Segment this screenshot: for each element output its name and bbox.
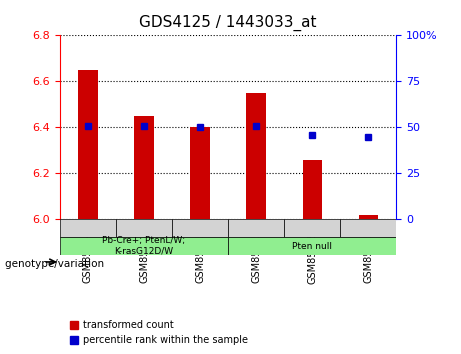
Text: Pb-Cre+; PtenL/W;
K-rasG12D/W: Pb-Cre+; PtenL/W; K-rasG12D/W: [102, 236, 186, 256]
Bar: [228, 219, 284, 237]
Bar: [78, 70, 98, 219]
Bar: [60, 237, 228, 255]
Bar: [359, 215, 378, 219]
Bar: [228, 237, 396, 255]
Bar: [284, 219, 340, 237]
Bar: [116, 219, 172, 237]
Bar: [340, 219, 396, 237]
Bar: [172, 219, 228, 237]
Text: Pten null: Pten null: [292, 241, 332, 251]
Bar: [190, 127, 210, 219]
Title: GDS4125 / 1443033_at: GDS4125 / 1443033_at: [139, 15, 317, 31]
Bar: [60, 219, 116, 237]
Legend: transformed count, percentile rank within the sample: transformed count, percentile rank withi…: [65, 316, 252, 349]
Text: genotype/variation: genotype/variation: [5, 259, 107, 269]
Bar: [302, 160, 322, 219]
Bar: [134, 116, 154, 219]
Bar: [247, 93, 266, 219]
